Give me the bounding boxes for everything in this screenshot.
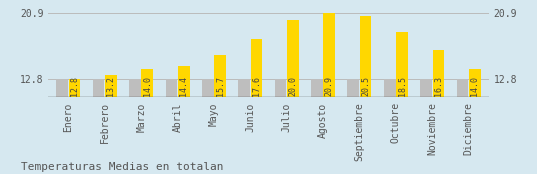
Bar bbox=[360, 16, 372, 174]
Bar bbox=[469, 69, 481, 174]
Bar bbox=[420, 79, 432, 174]
Bar bbox=[165, 79, 177, 174]
Text: 17.6: 17.6 bbox=[252, 76, 261, 96]
Bar bbox=[396, 32, 408, 174]
Text: 14.0: 14.0 bbox=[470, 76, 480, 96]
Bar bbox=[214, 55, 226, 174]
Bar bbox=[275, 79, 286, 174]
Text: 13.2: 13.2 bbox=[106, 76, 115, 96]
Bar bbox=[178, 66, 190, 174]
Bar bbox=[456, 79, 468, 174]
Text: 12.8: 12.8 bbox=[70, 76, 79, 96]
Bar bbox=[311, 79, 323, 174]
Text: 20.9: 20.9 bbox=[325, 76, 334, 96]
Bar bbox=[251, 39, 262, 174]
Bar bbox=[105, 75, 117, 174]
Bar bbox=[347, 79, 359, 174]
Bar bbox=[238, 79, 250, 174]
Bar bbox=[129, 79, 141, 174]
Bar bbox=[433, 50, 444, 174]
Bar bbox=[384, 79, 396, 174]
Text: 14.0: 14.0 bbox=[143, 76, 152, 96]
Text: Temperaturas Medias en totalan: Temperaturas Medias en totalan bbox=[21, 162, 224, 172]
Text: 20.5: 20.5 bbox=[361, 76, 370, 96]
Text: 15.7: 15.7 bbox=[215, 76, 224, 96]
Bar bbox=[323, 13, 335, 174]
Bar bbox=[287, 20, 299, 174]
Text: 16.3: 16.3 bbox=[434, 76, 443, 96]
Bar bbox=[202, 79, 214, 174]
Bar bbox=[93, 79, 104, 174]
Bar bbox=[141, 69, 153, 174]
Text: 18.5: 18.5 bbox=[397, 76, 407, 96]
Text: 14.4: 14.4 bbox=[179, 76, 188, 96]
Text: 20.0: 20.0 bbox=[288, 76, 297, 96]
Bar bbox=[69, 79, 81, 174]
Bar bbox=[56, 79, 68, 174]
